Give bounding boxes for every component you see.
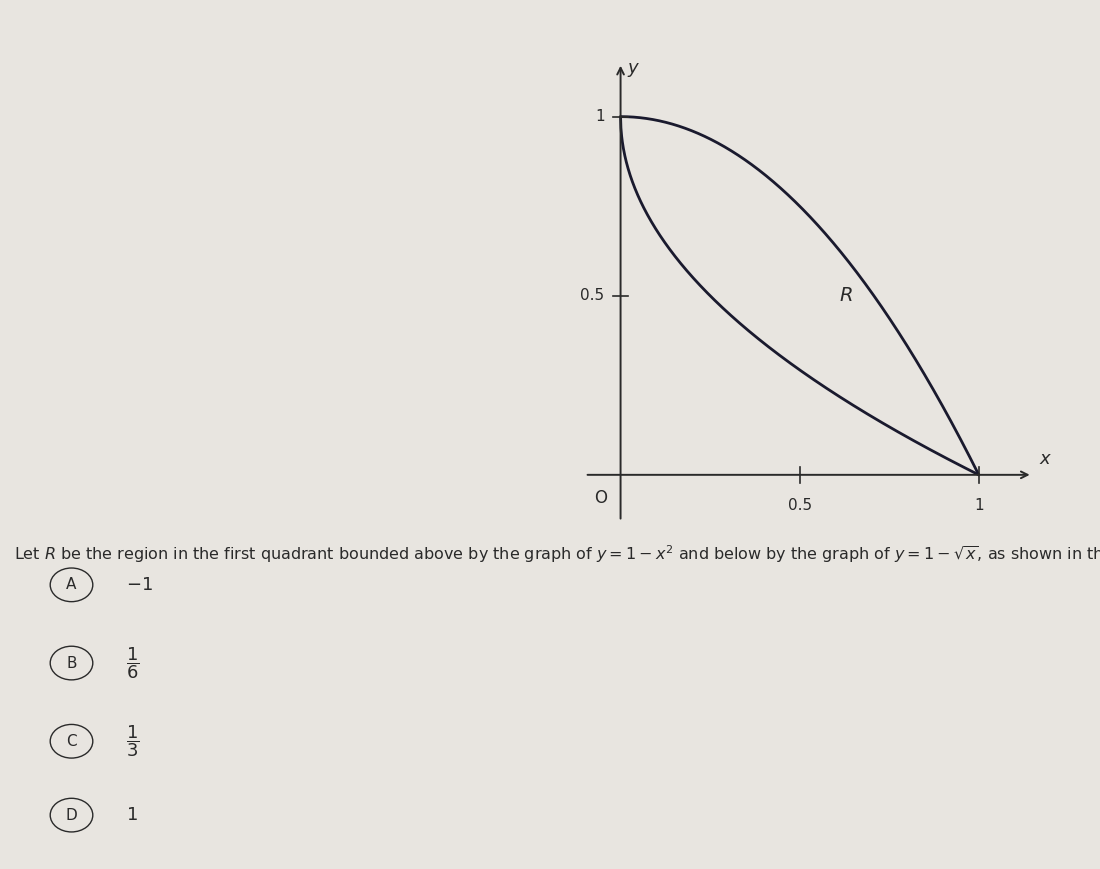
Text: 1: 1 xyxy=(974,498,983,513)
Text: Let $R$ be the region in the first quadrant bounded above by the graph of $y = 1: Let $R$ be the region in the first quadr… xyxy=(14,543,1100,565)
Text: $\dfrac{1}{6}$: $\dfrac{1}{6}$ xyxy=(126,645,140,681)
Text: B: B xyxy=(66,655,77,671)
Text: C: C xyxy=(66,733,77,749)
Text: A: A xyxy=(66,577,77,593)
Text: D: D xyxy=(66,807,77,823)
Text: $-1$: $-1$ xyxy=(126,576,153,594)
Text: 1: 1 xyxy=(595,109,604,124)
Text: $1$: $1$ xyxy=(126,806,139,824)
Text: 0.5: 0.5 xyxy=(788,498,812,513)
Text: R: R xyxy=(839,286,853,305)
Text: 0.5: 0.5 xyxy=(581,289,604,303)
Text: x: x xyxy=(1040,449,1050,468)
Text: y: y xyxy=(628,59,638,77)
Text: O: O xyxy=(594,489,607,507)
Text: $\dfrac{1}{3}$: $\dfrac{1}{3}$ xyxy=(126,723,140,760)
